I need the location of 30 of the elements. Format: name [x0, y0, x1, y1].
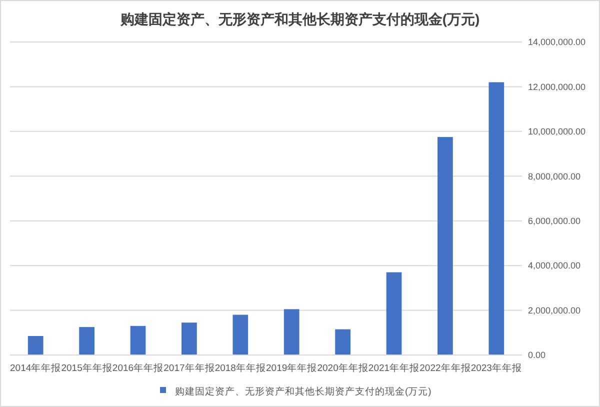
bar [488, 82, 504, 355]
y-tick-label: 4,000,000.00 [528, 260, 581, 271]
bar [232, 314, 248, 355]
bar [438, 137, 453, 355]
x-tick-label: 2016年年报 [112, 362, 164, 374]
bar [386, 272, 402, 355]
bar [130, 326, 146, 355]
x-tick-label: 2023年年报 [470, 362, 522, 374]
y-tick-label: 0.00 [528, 350, 546, 360]
bar [284, 309, 300, 355]
bar [182, 322, 197, 355]
y-tick-label: 12,000,000.00 [528, 82, 586, 92]
x-tick-label: 2021年年报 [368, 362, 420, 374]
legend-label: 购建固定资产、无形资产和其他长期资产支付的现金(万元) [175, 385, 432, 398]
x-tick-label: 2017年年报 [164, 362, 215, 374]
y-tick-label: 14,000,000.00 [528, 37, 586, 48]
bar [28, 336, 44, 355]
x-tick-label: 2020年年报 [317, 362, 368, 374]
bar [335, 329, 350, 355]
x-tick-label: 2015年年报 [61, 362, 112, 374]
x-tick-label: 2014年年报 [10, 362, 62, 374]
bar [79, 327, 94, 355]
x-tick-label: 2018年年报 [214, 362, 266, 374]
x-tick-label: 2019年年报 [266, 362, 318, 374]
chart-title: 购建固定资产、无形资产和其他长期资产支付的现金(万元) [119, 11, 480, 27]
x-tick-label: 2022年年报 [420, 362, 471, 374]
y-tick-label: 10,000,000.00 [528, 126, 586, 137]
y-tick-label: 2,000,000.00 [528, 305, 581, 316]
y-tick-label: 6,000,000.00 [528, 216, 581, 226]
y-tick-label: 8,000,000.00 [528, 171, 581, 182]
